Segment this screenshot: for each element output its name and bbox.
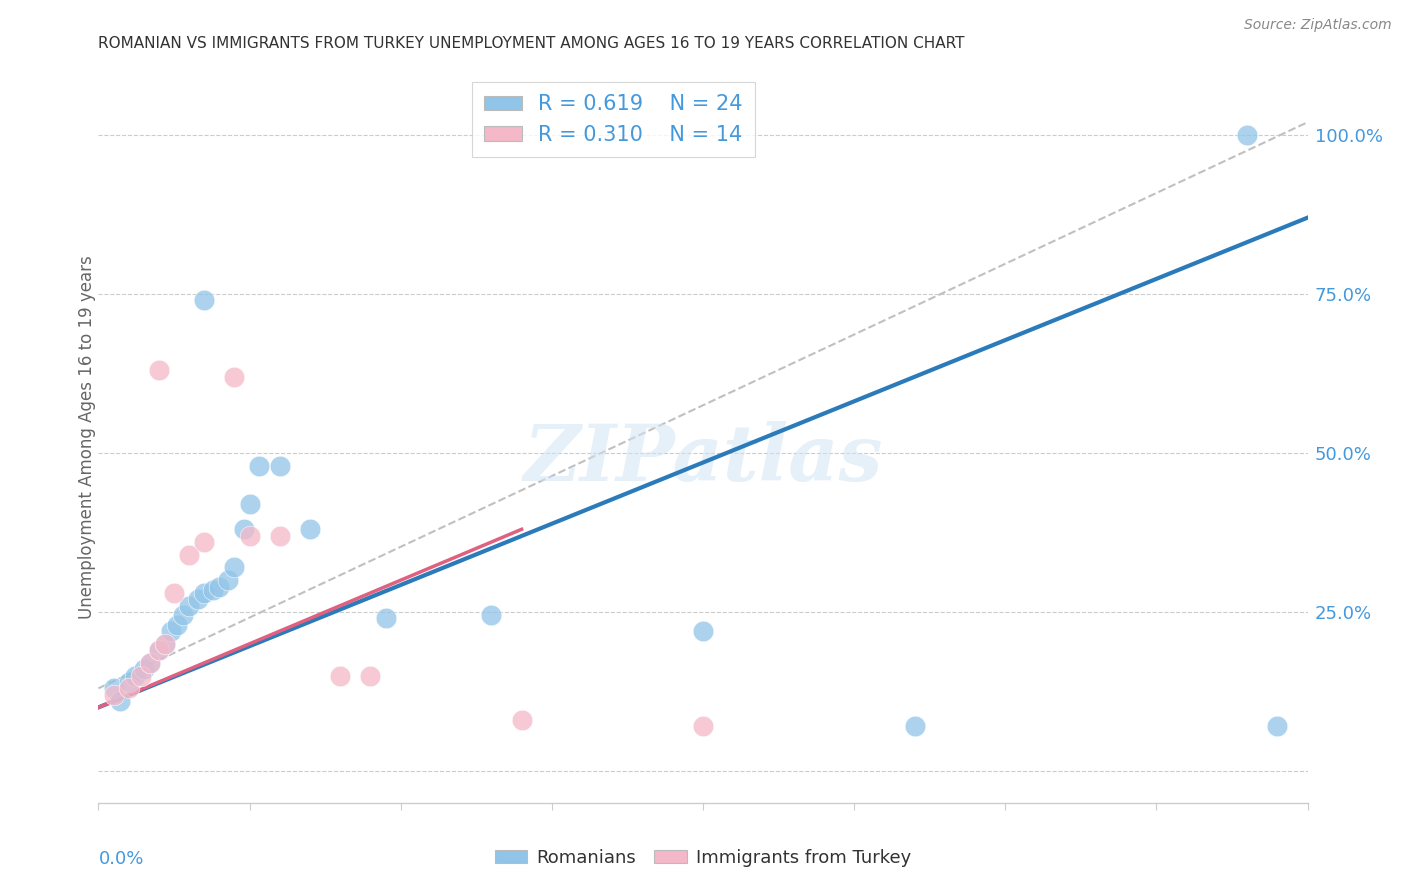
Point (187, 592, 209, 607)
Text: ROMANIAN VS IMMIGRANTS FROM TURKEY UNEMPLOYMENT AMONG AGES 16 TO 19 YEARS CORREL: ROMANIAN VS IMMIGRANTS FROM TURKEY UNEMP… (98, 36, 965, 51)
Point (179, 548, 201, 562)
Point (202, 582, 225, 597)
Point (269, 529, 291, 543)
Text: ZIPatlas: ZIPatlas (523, 421, 883, 497)
Point (193, 293, 215, 308)
Point (118, 675, 141, 690)
Point (481, 608, 503, 623)
Point (124, 668, 146, 682)
Point (172, 608, 194, 623)
Point (1267, 719, 1289, 733)
Point (247, 458, 270, 473)
Text: Source: ZipAtlas.com: Source: ZipAtlas.com (1244, 18, 1392, 32)
Point (118, 681, 141, 696)
Point (132, 662, 155, 676)
Point (179, 599, 201, 613)
Point (299, 522, 322, 536)
Point (232, 522, 254, 536)
Point (239, 497, 262, 511)
Point (510, 713, 533, 727)
Point (193, 535, 215, 549)
Point (208, 580, 231, 594)
Point (224, 369, 246, 384)
Legend: R = 0.619    N = 24, R = 0.310    N = 14: R = 0.619 N = 24, R = 0.310 N = 14 (471, 82, 755, 157)
Point (904, 719, 927, 733)
Point (108, 694, 131, 708)
Point (139, 656, 162, 670)
Point (692, 624, 714, 638)
Point (148, 643, 170, 657)
Point (103, 681, 125, 696)
Point (360, 668, 382, 682)
Point (224, 560, 246, 574)
Point (239, 529, 262, 543)
Legend: Romanians, Immigrants from Turkey: Romanians, Immigrants from Turkey (488, 842, 918, 874)
Text: 0.0%: 0.0% (98, 850, 143, 868)
Point (329, 668, 352, 682)
Y-axis label: Unemployment Among Ages 16 to 19 years: Unemployment Among Ages 16 to 19 years (79, 255, 96, 619)
Point (160, 624, 183, 638)
Point (1236, 128, 1258, 142)
Point (103, 688, 125, 702)
Point (139, 656, 162, 670)
Point (217, 573, 239, 587)
Point (148, 363, 170, 377)
Point (153, 637, 176, 651)
Point (153, 637, 176, 651)
Point (193, 586, 215, 600)
Point (163, 586, 186, 600)
Point (148, 643, 170, 657)
Point (129, 668, 152, 682)
Point (269, 458, 291, 473)
Point (374, 611, 396, 625)
Point (166, 617, 188, 632)
Point (692, 719, 714, 733)
